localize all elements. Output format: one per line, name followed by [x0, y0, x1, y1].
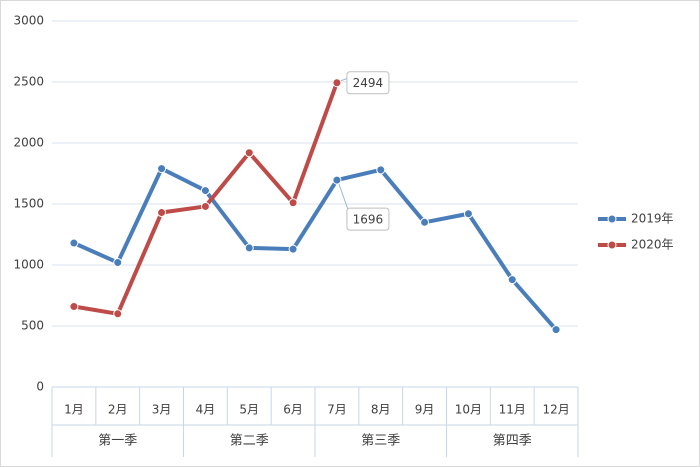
legend-label: 2020年	[631, 238, 674, 252]
point	[420, 217, 430, 227]
legend-label: 2019年	[631, 212, 674, 226]
y-tick-label: 2500	[13, 75, 44, 89]
data-label-callout: 1696	[338, 183, 390, 231]
legend-marker	[607, 240, 617, 250]
point	[244, 243, 254, 253]
data-label: 1696	[353, 213, 384, 227]
point	[332, 78, 342, 88]
callout-box	[346, 207, 390, 231]
point	[288, 244, 298, 254]
point	[69, 238, 79, 248]
y-tick-label: 1500	[13, 197, 44, 211]
y-tick-label: 2000	[13, 136, 44, 150]
x-tick-label: 9月	[415, 403, 435, 417]
point	[551, 325, 561, 335]
x-tick-label: 2月	[108, 403, 128, 417]
series-line	[73, 166, 558, 331]
point	[113, 309, 123, 319]
x-group-label: 第二季	[230, 434, 269, 449]
point	[244, 148, 254, 158]
x-tick-label: 12月	[542, 403, 569, 417]
x-tick-label: 8月	[371, 403, 391, 417]
x-tick-label: 6月	[283, 403, 303, 417]
x-group-label: 第一季	[98, 434, 137, 449]
point	[157, 164, 167, 174]
point	[288, 198, 298, 208]
data-label-callout: 2494	[340, 71, 390, 95]
x-group-label: 第三季	[361, 434, 400, 449]
point	[200, 186, 210, 196]
point	[157, 208, 167, 218]
point	[200, 201, 210, 211]
point	[507, 275, 517, 285]
x-tick-label: 7月	[327, 403, 347, 417]
point	[113, 258, 123, 268]
point	[332, 175, 342, 185]
x-tick-label: 3月	[152, 403, 172, 417]
callout-box	[346, 71, 390, 95]
x-tick-label: 5月	[239, 403, 259, 417]
y-tick-label: 1000	[13, 258, 44, 272]
x-tick-label: 11月	[499, 403, 526, 417]
y-tick-label: 500	[21, 319, 44, 333]
y-tick-label: 3000	[13, 14, 44, 28]
legend-marker	[607, 214, 617, 224]
point	[463, 209, 473, 219]
x-group-label: 第四季	[493, 434, 532, 449]
x-tick-label: 4月	[196, 403, 216, 417]
point	[376, 165, 386, 175]
point	[69, 301, 79, 311]
data-label: 2494	[353, 76, 384, 90]
y-tick-label: 0	[36, 380, 44, 394]
x-tick-label: 10月	[455, 403, 482, 417]
x-tick-label: 1月	[64, 403, 84, 417]
